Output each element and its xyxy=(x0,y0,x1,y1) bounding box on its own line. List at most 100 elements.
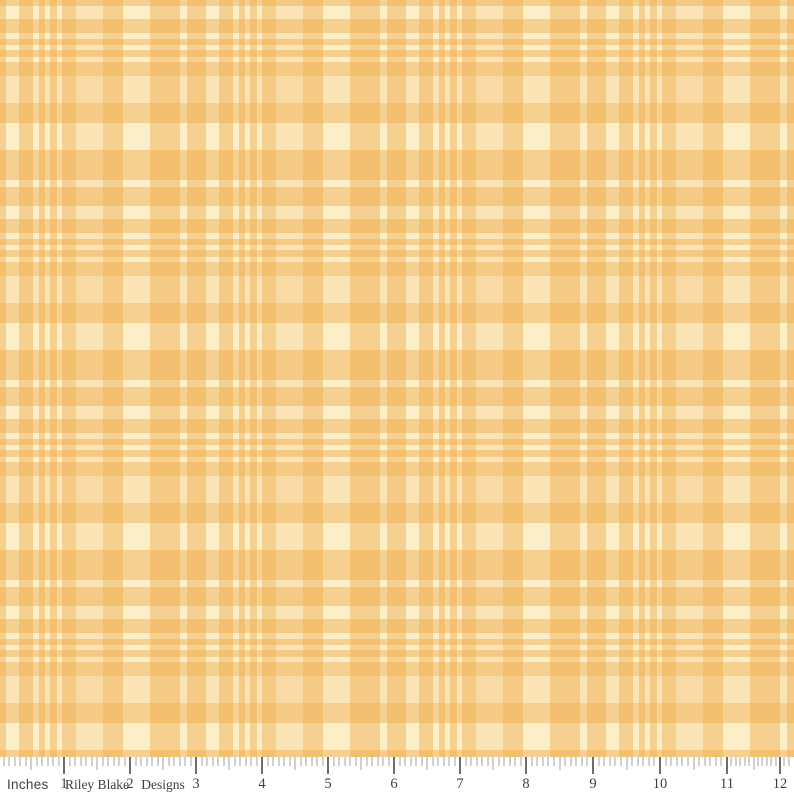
ruler-tick xyxy=(311,757,312,766)
ruler-tick xyxy=(415,757,417,766)
ruler-tick xyxy=(344,757,345,766)
ruler-tick xyxy=(487,757,488,766)
ruler-tick xyxy=(687,757,689,766)
ruler-tick xyxy=(245,757,246,766)
ruler-labels: Inches Riley Blake Designs 1 2 3 4 5 6 7 8 9 10 11… xyxy=(0,757,794,794)
ruler-tick xyxy=(783,757,785,766)
ruler-tick xyxy=(454,757,455,766)
ruler-tick xyxy=(581,757,583,766)
ruler-tick xyxy=(559,757,560,770)
ruler-tick xyxy=(256,757,257,766)
inch-tick xyxy=(195,757,197,774)
ruler-tick xyxy=(620,757,622,766)
ruler-tick xyxy=(670,757,672,766)
ruler-tick xyxy=(509,757,510,766)
ruler-tick xyxy=(272,757,274,766)
ruler-tick xyxy=(206,757,208,766)
ruler-tick xyxy=(360,757,362,770)
ruler-tick xyxy=(626,757,627,770)
ruler-tick xyxy=(338,757,340,766)
inch-tick xyxy=(659,757,661,774)
ruler-tick xyxy=(146,757,147,766)
ruler-tick xyxy=(201,757,202,766)
ruler-unit-label: Inches xyxy=(7,777,49,792)
ruler-tick xyxy=(74,757,76,766)
ruler-tick xyxy=(465,757,466,766)
ruler-tick xyxy=(135,757,136,766)
ruler-tick xyxy=(676,757,678,766)
ruler-number-1: 1 xyxy=(60,776,68,792)
ruler-tick xyxy=(498,757,499,766)
ruler-tick xyxy=(531,757,533,766)
ruler-tick xyxy=(140,757,142,766)
ruler-tick xyxy=(698,757,700,766)
ruler-tick xyxy=(52,757,54,766)
ruler-tick xyxy=(399,757,400,766)
inch-tick xyxy=(393,757,395,774)
ruler-tick xyxy=(96,757,98,770)
ruler-tick xyxy=(770,757,772,766)
inch-tick xyxy=(592,757,594,774)
ruler-tick xyxy=(294,757,296,770)
ruler-tick xyxy=(753,757,754,770)
ruler-tick xyxy=(305,757,307,766)
ruler-tick xyxy=(642,757,644,766)
ruler-tick xyxy=(404,757,406,766)
ruler-tick xyxy=(69,757,70,766)
inch-tick xyxy=(525,757,527,774)
ruler-tick xyxy=(720,757,722,766)
brand-text-riley-blake: Riley Blake xyxy=(64,777,130,792)
ruler-tick xyxy=(382,757,384,766)
ruler-tick xyxy=(547,757,549,766)
ruler-tick xyxy=(586,757,588,766)
ruler-tick xyxy=(162,757,164,770)
ruler-tick xyxy=(681,757,683,766)
ruler-tick xyxy=(124,757,125,766)
ruler-tick xyxy=(366,757,367,766)
ruler-number-9: 9 xyxy=(589,776,597,792)
ruler-tick xyxy=(190,757,191,766)
inch-tick xyxy=(261,757,263,774)
ruler-tick xyxy=(355,757,356,766)
ruler-tick xyxy=(470,757,472,766)
ruler-number-4: 4 xyxy=(258,776,266,792)
ruler-tick xyxy=(228,757,230,770)
ruler-tick xyxy=(217,757,219,766)
ruler-tick xyxy=(421,757,422,766)
ruler-tick xyxy=(250,757,252,766)
ruler-tick xyxy=(598,757,600,766)
ruler-tick xyxy=(693,757,694,770)
ruler-number-12: 12 xyxy=(772,776,788,792)
ruler-tick xyxy=(223,757,224,766)
ruler-tick xyxy=(637,757,639,766)
ruler-tick xyxy=(503,757,505,766)
ruler-tick xyxy=(757,757,759,766)
ruler-number-2: 2 xyxy=(126,776,134,792)
ruler-tick xyxy=(47,757,48,766)
ruler-tick xyxy=(775,757,777,766)
ruler-tick xyxy=(102,757,103,766)
ruler-tick xyxy=(653,757,655,766)
ruler-tick xyxy=(631,757,633,766)
ruler-tick xyxy=(476,757,477,766)
ruler-tick xyxy=(609,757,611,766)
ruler-tick xyxy=(151,757,153,766)
ruler-number-10: 10 xyxy=(652,776,668,792)
ruler-tick xyxy=(748,757,750,766)
ruler-tick xyxy=(665,757,667,766)
ruler-tick xyxy=(173,757,175,766)
ruler-tick xyxy=(239,757,241,766)
ruler-tick xyxy=(735,757,737,766)
ruler-tick xyxy=(481,757,483,766)
ruler-tick xyxy=(85,757,87,766)
ruler-tick xyxy=(80,757,81,766)
ruler-tick xyxy=(432,757,433,766)
ruler-tick xyxy=(739,757,741,766)
ruler-tick xyxy=(377,757,378,766)
ruler-tick xyxy=(107,757,109,766)
ruler-tick xyxy=(179,757,180,766)
ruler-tick xyxy=(603,757,605,766)
ruler-tick xyxy=(3,757,4,766)
ruler-tick xyxy=(388,757,389,766)
ruler-tick xyxy=(730,757,732,766)
